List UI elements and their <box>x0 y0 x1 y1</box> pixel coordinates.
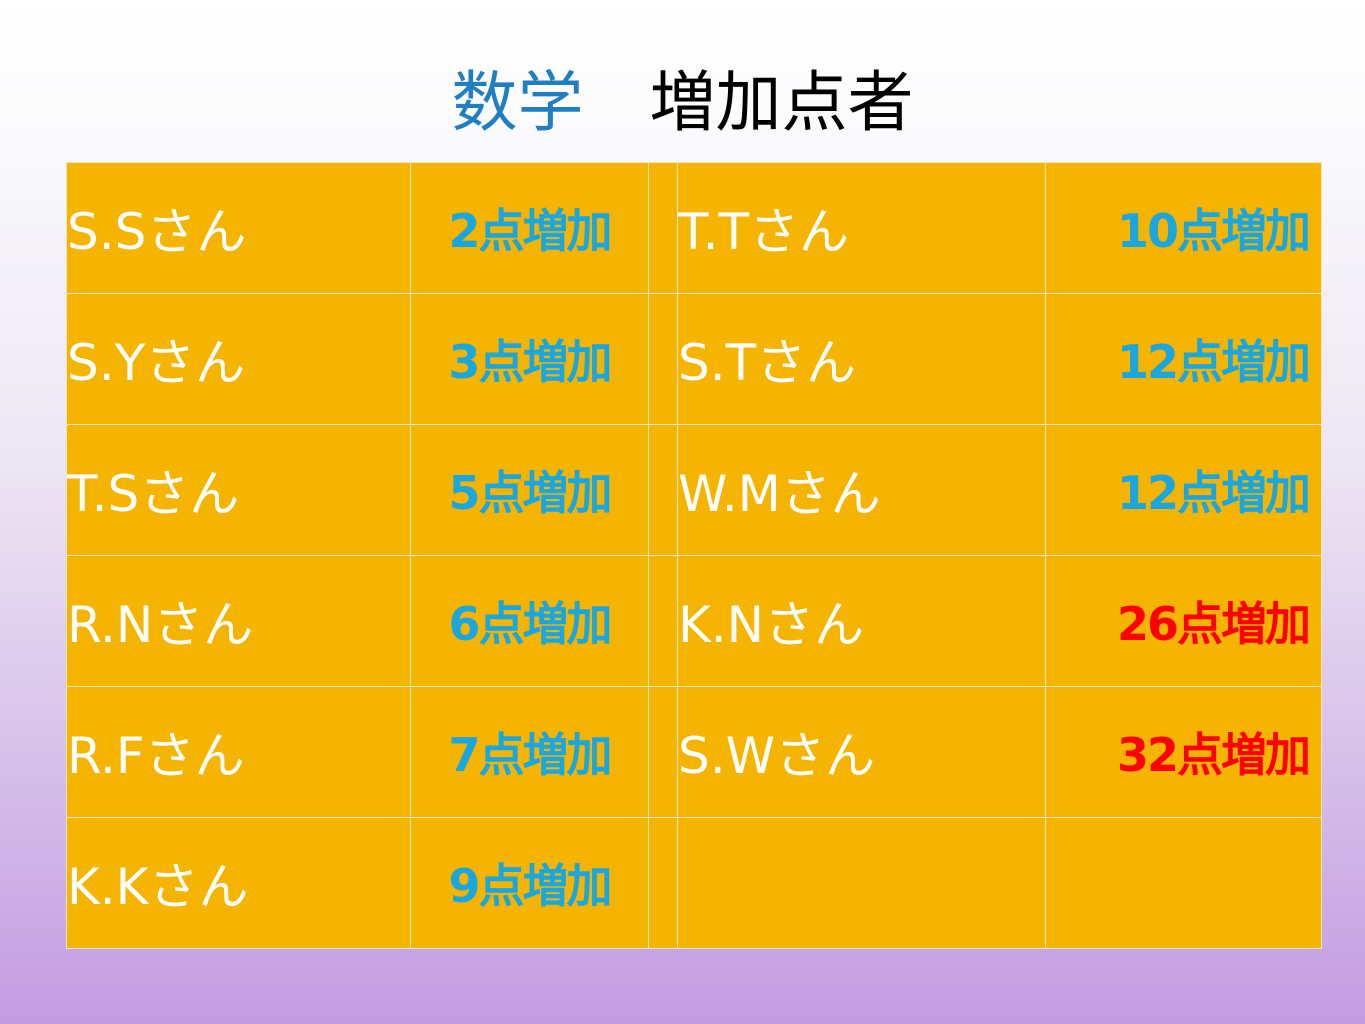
score-increase-highlight: 26点増加 <box>1045 555 1322 687</box>
score-increase: 9点増加 <box>410 817 649 949</box>
score-increase: 3点増加 <box>410 293 649 425</box>
student-name: S.Yさん <box>66 293 411 425</box>
student-name: S.Sさん <box>66 162 411 294</box>
spacer-cell <box>648 686 678 818</box>
empty-cell <box>1045 817 1322 949</box>
student-name: K.Nさん <box>677 555 1046 687</box>
student-name: R.Fさん <box>66 686 411 818</box>
spacer-cell <box>648 424 678 556</box>
score-increase: 7点増加 <box>410 686 649 818</box>
score-increase: 2点増加 <box>410 162 649 294</box>
spacer-cell <box>648 293 678 425</box>
table-row: T.Sさん 5点増加 W.Mさん 12点増加 <box>66 424 1322 556</box>
score-increase: 12点増加 <box>1045 293 1322 425</box>
student-name: K.Kさん <box>66 817 411 949</box>
spacer-cell <box>648 817 678 949</box>
student-name: W.Mさん <box>677 424 1046 556</box>
spacer-cell <box>648 162 678 294</box>
table-row: S.Sさん 2点増加 T.Tさん 10点増加 <box>66 162 1322 294</box>
title-rest: 増加点者 <box>649 64 914 141</box>
student-name: S.Tさん <box>677 293 1046 425</box>
slide-title: 数学 増加点者 <box>0 58 1365 148</box>
student-name: T.Sさん <box>66 424 411 556</box>
table-row: S.Yさん 3点増加 S.Tさん 12点増加 <box>66 293 1322 425</box>
score-increase: 10点増加 <box>1045 162 1322 294</box>
score-increase-highlight: 32点増加 <box>1045 686 1322 818</box>
student-name: T.Tさん <box>677 162 1046 294</box>
score-increase: 5点増加 <box>410 424 649 556</box>
student-name: R.Nさん <box>66 555 411 687</box>
table-row: R.Fさん 7点増加 S.Wさん 32点増加 <box>66 686 1322 818</box>
score-increase: 6点増加 <box>410 555 649 687</box>
student-name: S.Wさん <box>677 686 1046 818</box>
score-increase-table: S.Sさん 2点増加 T.Tさん 10点増加 S.Yさん 3点増加 S.Tさん … <box>66 162 1322 949</box>
table-row: R.Nさん 6点増加 K.Nさん 26点増加 <box>66 555 1322 687</box>
score-increase: 12点増加 <box>1045 424 1322 556</box>
spacer-cell <box>648 555 678 687</box>
title-subject: 数学 <box>451 64 584 141</box>
table-row: K.Kさん 9点増加 <box>66 817 1322 949</box>
empty-cell <box>677 817 1046 949</box>
